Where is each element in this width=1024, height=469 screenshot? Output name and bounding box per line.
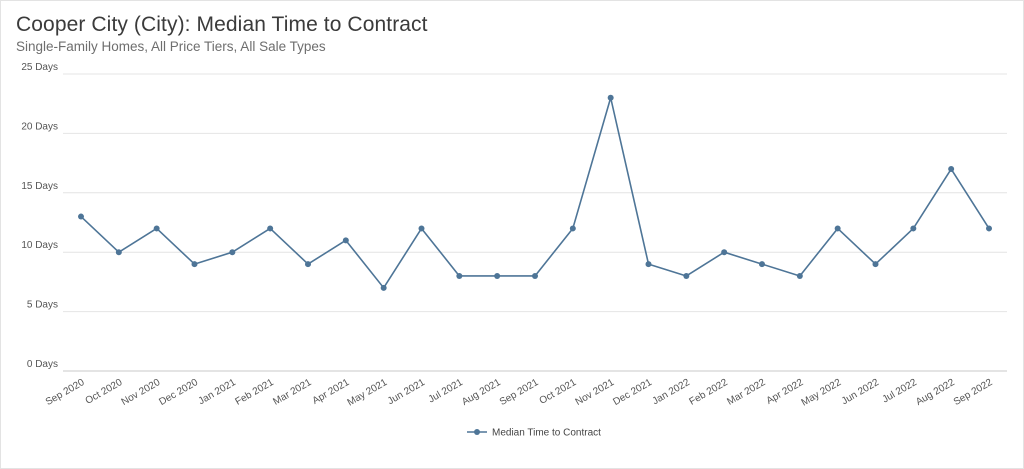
x-tick-label: Jan 2022 [651, 377, 693, 407]
x-tick-label: Oct 2020 [84, 377, 125, 407]
data-point[interactable] [948, 166, 955, 173]
data-point[interactable] [78, 213, 84, 220]
data-point[interactable] [645, 261, 652, 268]
data-point[interactable] [759, 261, 765, 268]
x-tick-label: Apr 2021 [311, 377, 352, 407]
x-tick-label: Jun 2021 [386, 377, 428, 407]
grid-lines [63, 73, 1007, 372]
x-tick-label: Aug 2021 [460, 377, 503, 408]
x-tick-label: May 2021 [346, 377, 390, 409]
data-point[interactable] [191, 261, 198, 268]
x-tick-label: Nov 2020 [120, 377, 163, 408]
data-point[interactable] [532, 272, 538, 279]
x-tick-label: Nov 2021 [574, 377, 617, 408]
y-tick-label: 10 Days [21, 240, 58, 251]
x-tick-label: Feb 2022 [688, 377, 730, 408]
data-point[interactable] [494, 272, 501, 279]
data-point[interactable] [796, 272, 803, 279]
y-tick-label: 5 Days [27, 300, 58, 311]
x-tick-label: Mar 2022 [725, 377, 767, 408]
data-point[interactable] [342, 237, 349, 244]
x-tick-label: Apr 2022 [765, 377, 806, 407]
x-tick-label: Jul 2022 [881, 377, 920, 406]
data-point[interactable] [380, 284, 387, 291]
x-tick-label: Jan 2021 [197, 377, 239, 407]
data-point[interactable] [418, 225, 425, 232]
y-tick-label: 15 Days [21, 181, 58, 192]
x-tick-label: Mar 2021 [271, 377, 313, 408]
x-tick-label: Jun 2022 [840, 377, 882, 407]
data-point[interactable] [456, 272, 463, 279]
legend-swatch-marker [474, 429, 480, 435]
x-tick-label: Dec 2020 [157, 377, 200, 408]
data-point[interactable] [910, 225, 917, 232]
x-tick-label: Sep 2021 [498, 377, 541, 408]
data-point[interactable] [305, 261, 311, 268]
data-point[interactable] [569, 225, 576, 232]
series-group [78, 94, 992, 291]
chart-title: Cooper City (City): Median Time to Contr… [16, 13, 428, 36]
x-tick-label: Sep 2020 [44, 377, 87, 408]
data-point[interactable] [267, 225, 274, 232]
data-point[interactable] [229, 249, 236, 256]
data-point[interactable] [986, 225, 992, 232]
x-tick-label: May 2022 [800, 377, 844, 409]
data-point[interactable] [872, 261, 879, 268]
legend[interactable]: Median Time to Contract [467, 428, 601, 439]
chart-subtitle: Single-Family Homes, All Price Tiers, Al… [16, 39, 326, 54]
x-tick-label: Sep 2022 [952, 377, 995, 408]
x-tick-label: Feb 2021 [234, 377, 276, 408]
data-point[interactable] [721, 249, 728, 256]
x-tick-label: Oct 2021 [538, 377, 579, 407]
data-point[interactable] [115, 249, 122, 256]
y-tick-label: 20 Days [21, 121, 58, 132]
data-point[interactable] [834, 225, 841, 232]
y-axis-ticks: 0 Days 5 Days 10 Days 15 Days 20 Days 25 Days [21, 62, 58, 370]
y-tick-label: 25 Days [21, 62, 58, 73]
legend-label: Median Time to Contract [492, 428, 601, 439]
data-point[interactable] [683, 272, 690, 279]
x-tick-label: Aug 2022 [914, 377, 957, 408]
x-tick-label: Dec 2021 [611, 377, 654, 408]
x-tick-label: Jul 2021 [427, 377, 466, 406]
data-point[interactable] [607, 94, 614, 101]
y-tick-label: 0 Days [27, 359, 58, 370]
data-point[interactable] [153, 225, 160, 232]
